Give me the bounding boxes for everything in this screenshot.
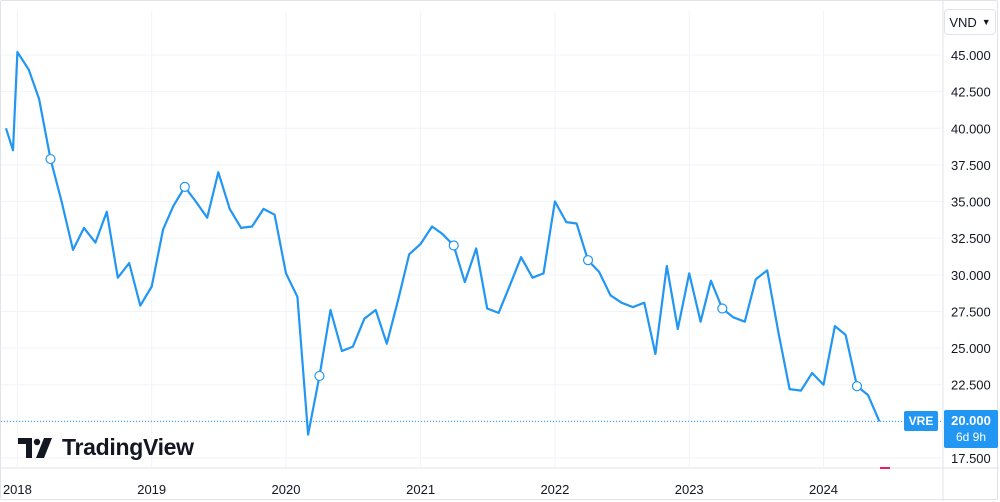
y-tick-label: 17.500: [951, 451, 991, 466]
y-tick-label: 30.000: [951, 268, 991, 283]
y-tick-label: 22.500: [951, 378, 991, 393]
y-tick-label: 37.500: [951, 158, 991, 173]
y-tick-label: 25.000: [951, 341, 991, 356]
series-marker: [45, 153, 56, 165]
price-axis: 45.000 42.500 40.000 37.500 35.000 32.500 30.0…: [942, 1, 991, 501]
series-marker: [179, 181, 190, 192]
x-tick-label: 2018: [3, 482, 32, 497]
currency-select[interactable]: VND ▼: [944, 9, 996, 35]
series-marker: [314, 370, 325, 382]
dividend-markers: [45, 153, 863, 392]
vertical-gridlines: [16, 11, 824, 467]
x-tick-label: 2020: [272, 482, 301, 497]
x-tick-label: 2021: [406, 482, 435, 497]
x-tick-label: 2024: [809, 482, 838, 497]
y-tick-label: 32.500: [951, 231, 991, 246]
price-series-line: [4, 51, 881, 436]
time-axis: 2018 2019 2020 2021 2022 2023 2024: [1, 467, 999, 497]
tradingview-logo-icon: [18, 437, 52, 458]
y-tick-label: 45.000: [951, 48, 991, 63]
tradingview-logo[interactable]: TradingView: [18, 434, 194, 461]
y-tick-label: 35.000: [951, 195, 991, 210]
y-tick-label: 40.000: [951, 121, 991, 136]
series-marker: [851, 381, 863, 392]
bar-countdown: 6d 9h: [955, 430, 987, 444]
magenta-marker: [880, 467, 890, 469]
last-price-tag: 20.000 6d 9h: [944, 410, 998, 448]
series-marker: [582, 255, 594, 266]
series-marker: [717, 303, 728, 314]
chevron-down-icon: ▼: [981, 17, 991, 27]
series-marker: [448, 240, 459, 251]
x-tick-label: 2023: [675, 482, 704, 497]
x-tick-label: 2022: [540, 482, 569, 497]
y-tick-label: 42.500: [951, 85, 991, 100]
last-price-value: 20.000: [951, 413, 991, 428]
currency-label: VND: [949, 14, 977, 30]
logo-text: TradingView: [62, 434, 194, 460]
y-tick-label: 27.500: [951, 304, 991, 319]
horizontal-gridlines: [1, 54, 943, 459]
x-tick-label: 2019: [137, 482, 166, 497]
symbol-tag: VRE: [904, 411, 938, 431]
